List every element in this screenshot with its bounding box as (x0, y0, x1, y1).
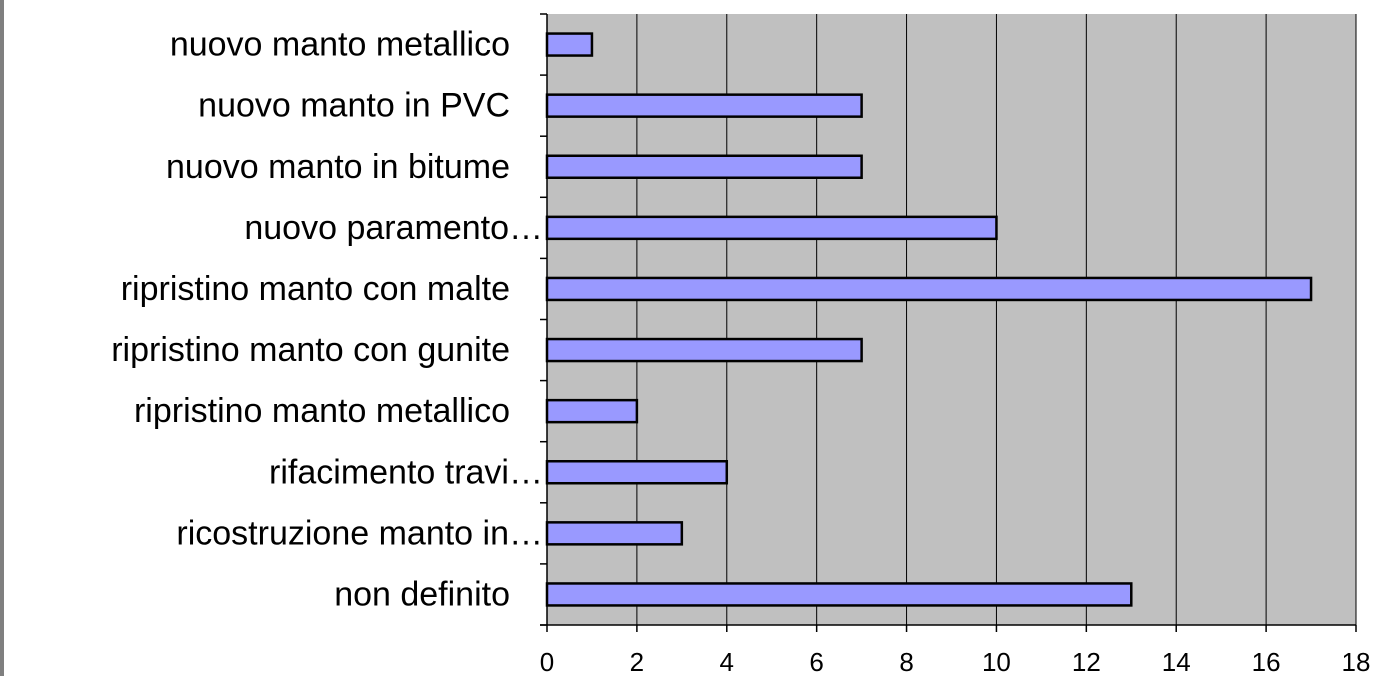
x-tick-label: 16 (1252, 647, 1281, 676)
x-axis-ticks: 0 2 4 6 8 10 12 14 16 18 (540, 625, 1371, 677)
x-tick-label: 4 (720, 647, 734, 676)
bar (545, 215, 998, 241)
bar (545, 154, 863, 179)
bar (545, 582, 1133, 607)
bar (545, 521, 684, 546)
x-tick-label: 8 (899, 647, 913, 676)
category-label: ripristino manto metallico (134, 392, 510, 430)
x-tick-label: 10 (982, 647, 1011, 676)
bar (545, 32, 594, 57)
category-label: nuovo manto in PVC (198, 87, 510, 125)
category-label: ripristino manto con malte (121, 270, 510, 308)
category-label: rifacimento travi… (269, 453, 543, 491)
category-label: non definito (334, 575, 510, 613)
x-tick-label: 2 (630, 647, 644, 676)
y-axis-ticks (540, 13, 547, 626)
bar (545, 337, 863, 363)
category-label: nuovo paramento… (244, 209, 543, 247)
x-tick-label: 18 (1342, 647, 1371, 676)
x-tick-label: 12 (1072, 647, 1101, 676)
x-tick-label: 6 (809, 647, 823, 676)
category-labels: nuovo manto metallico nuovo manto in PVC n… (111, 26, 543, 614)
bar (545, 276, 1313, 302)
x-tick-label: 14 (1162, 647, 1191, 676)
category-label: ripristino manto con gunite (111, 331, 510, 369)
bar (545, 93, 863, 118)
bar (545, 460, 729, 485)
frame-left-border (0, 0, 4, 676)
category-label: nuovo manto metallico (170, 26, 510, 64)
category-label: nuovo manto in bitume (166, 148, 510, 186)
category-label: ricostruzione manto in… (176, 514, 543, 552)
bar (545, 398, 639, 424)
x-tick-label: 0 (540, 647, 554, 676)
